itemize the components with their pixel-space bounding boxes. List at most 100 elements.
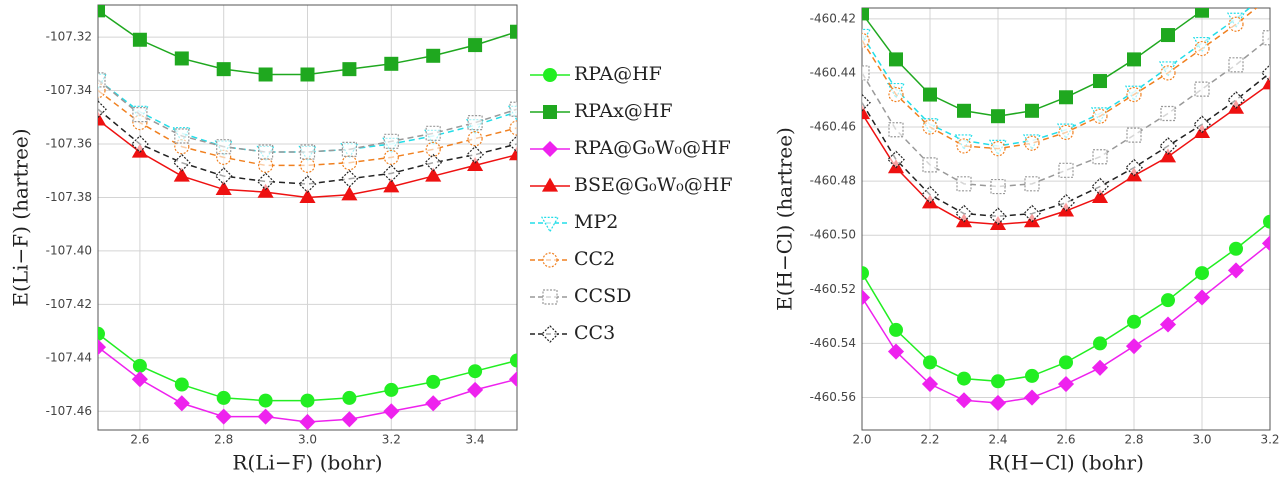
x-tick-label: 2.4 (988, 433, 1007, 447)
marker (1262, 30, 1270, 46)
marker (1025, 368, 1039, 383)
marker (215, 408, 232, 425)
y-tick-label: -460.50 (810, 228, 856, 242)
legend-label: RPA@HF (574, 63, 662, 85)
legend-label: RPAx@HF (574, 100, 673, 122)
marker (1091, 188, 1109, 203)
y-axis-label: E(Li−F) (hartree) (9, 128, 33, 306)
marker (299, 157, 316, 173)
series-line (98, 89, 517, 167)
marker (862, 289, 871, 306)
marker (1126, 86, 1142, 103)
marker (1159, 137, 1177, 155)
marker (1227, 262, 1245, 279)
marker (957, 371, 971, 386)
marker (425, 125, 441, 141)
marker (216, 62, 231, 77)
y-tick-label: -107.32 (46, 30, 92, 44)
marker (955, 392, 973, 409)
marker (1092, 108, 1108, 124)
marker (862, 105, 871, 120)
marker (299, 144, 316, 160)
marker (132, 358, 147, 373)
marker (131, 371, 148, 388)
marker (956, 138, 972, 154)
marker (508, 371, 517, 388)
marker (1261, 64, 1270, 82)
y-axis-label: E(H−Cl) (hartree) (773, 127, 797, 311)
marker (991, 109, 1005, 124)
x-tick-label: 2.0 (852, 433, 871, 447)
y-tick-label: -107.38 (46, 190, 92, 204)
marker (542, 252, 558, 268)
marker (1023, 204, 1041, 223)
marker (257, 183, 274, 198)
marker (1058, 162, 1074, 178)
marker (955, 204, 973, 223)
marker (1024, 135, 1040, 151)
marker (1057, 375, 1075, 393)
plot-area (98, 5, 517, 430)
marker (467, 115, 483, 131)
marker (1160, 65, 1176, 81)
marker (341, 411, 358, 428)
marker (862, 8, 869, 21)
marker (341, 186, 358, 201)
marker (98, 326, 105, 341)
marker (1058, 124, 1074, 141)
marker (384, 56, 399, 71)
marker (1229, 241, 1243, 256)
marker (299, 189, 316, 204)
marker (298, 175, 317, 193)
marker (1127, 314, 1141, 329)
marker (1161, 28, 1175, 43)
y-tick-label: -107.42 (46, 297, 92, 311)
marker (425, 395, 442, 412)
y-tick-label: -460.48 (810, 174, 856, 188)
marker (468, 364, 483, 379)
marker (342, 62, 357, 77)
marker (1059, 355, 1073, 370)
legend-label: MP2 (574, 211, 618, 233)
marker (990, 178, 1006, 195)
marker (258, 144, 274, 160)
marker (216, 390, 231, 405)
marker (258, 157, 274, 173)
marker (1263, 0, 1277, 4)
x-axis-label: R(Li−F) (bohr) (232, 451, 382, 475)
marker (862, 65, 870, 81)
marker (957, 103, 971, 118)
marker (215, 181, 232, 196)
y-tick-label: -460.52 (810, 282, 856, 296)
marker (1161, 293, 1175, 308)
marker (383, 149, 399, 165)
marker (889, 322, 903, 337)
marker (300, 67, 315, 82)
x-tick-label: 2.8 (1124, 433, 1143, 447)
marker (258, 67, 273, 82)
marker (467, 381, 484, 398)
marker (258, 393, 273, 408)
marker (540, 216, 560, 233)
series-line (98, 79, 517, 153)
marker (921, 185, 939, 204)
marker (510, 24, 517, 39)
plot-area (862, 0, 1277, 411)
marker (257, 408, 274, 425)
marker (922, 157, 938, 173)
marker (1195, 8, 1209, 18)
marker (426, 374, 441, 389)
x-tick-label: 2.8 (214, 433, 233, 447)
x-tick-label: 3.2 (1260, 433, 1279, 447)
y-tick-label: -107.46 (46, 404, 92, 418)
marker (342, 390, 357, 405)
legend-label: RPA@G₀W₀@HF (574, 137, 731, 159)
y-tick-label: -107.40 (46, 243, 92, 257)
marker (98, 100, 107, 119)
y-tick-label: -107.44 (46, 350, 92, 364)
y-tick-label: -107.34 (46, 83, 92, 97)
marker (889, 52, 903, 67)
marker (1125, 158, 1143, 177)
marker (341, 141, 357, 157)
marker (510, 353, 517, 368)
